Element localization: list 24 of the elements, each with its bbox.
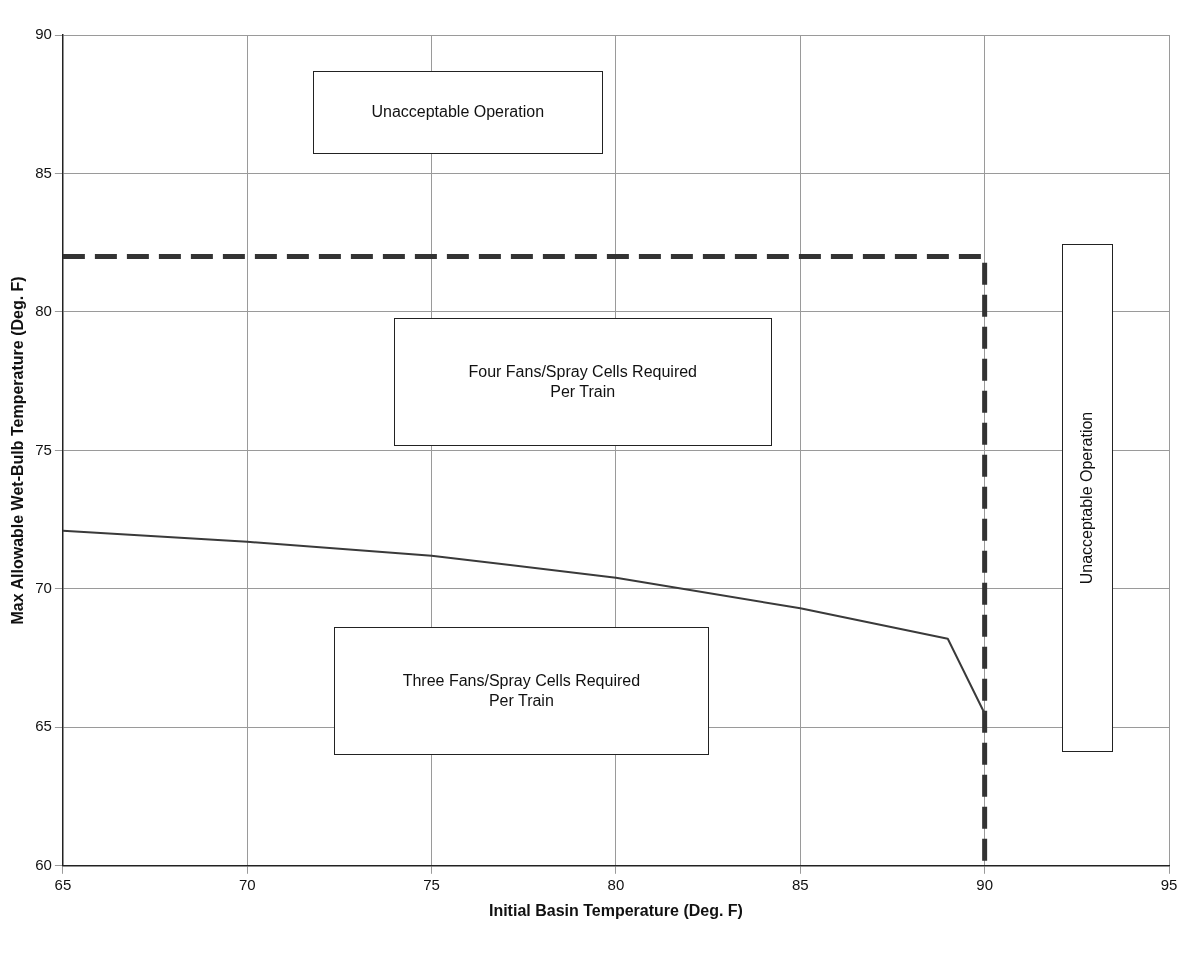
label-box: Three Fans/Spray Cells Required Per Train: [333, 627, 709, 756]
x-tick-label: 70: [238, 875, 256, 893]
y-tick-label: 85: [35, 163, 52, 181]
y-tick-label: 90: [35, 25, 52, 43]
x-tick-label: 90: [976, 875, 993, 893]
x-tick-label: 80: [607, 875, 625, 893]
y-axis-title: Max Allowable Wet-Bulb Temperature (Deg. F): [9, 276, 27, 625]
y-tick-label: 75: [35, 440, 52, 458]
annotation: Unacceptable Operation: [371, 102, 545, 123]
y-tick-label: 60: [35, 855, 52, 873]
y-tick-label: 80: [35, 302, 52, 320]
label-box: Four Fans/Spray Cells Required Per Train: [393, 318, 772, 447]
x-tick-label: 75: [423, 875, 440, 893]
y-tick-label: 70: [35, 579, 52, 597]
x-tick-label: 85: [791, 875, 809, 893]
label-box: Unacceptable Operation: [312, 70, 603, 154]
x-tick-label: 65: [54, 875, 72, 893]
label-box: Unacceptable Operation: [1061, 243, 1113, 752]
annotation: Four Fans/Spray Cells Required Per Train: [468, 362, 698, 403]
annotation: Unacceptable Operation: [1077, 411, 1097, 585]
x-axis-title: Initial Basin Temperature (Deg. F): [488, 901, 743, 919]
annotation: Three Fans/Spray Cells Required Per Train: [402, 671, 641, 712]
x-tick-label: 95: [1160, 875, 1178, 893]
y-tick-label: 65: [35, 717, 52, 735]
